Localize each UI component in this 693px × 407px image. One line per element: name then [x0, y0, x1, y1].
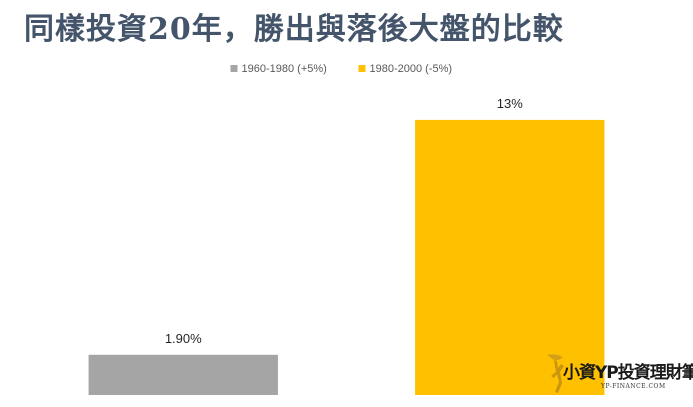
watermark-subtext: YP-FINANCE.COM [601, 383, 666, 390]
chart-title: 同樣投資20年，勝出與落後大盤的比較 [24, 12, 564, 47]
trophy-figure-icon [547, 354, 564, 393]
bar-1 [88, 354, 278, 395]
data-label-2: 13% [497, 96, 523, 111]
watermark-text: 小資YP投資理財筆記 [563, 363, 693, 383]
watermark-logo: 小資YP投資理財筆記 YP-FINANCE.COM [543, 352, 693, 402]
legend-swatch-2 [358, 65, 366, 72]
legend-label-1: 1960-1980 (+5%) [242, 63, 327, 75]
legend-swatch-1 [230, 65, 238, 72]
data-label-1: 1.90% [165, 331, 202, 346]
bar-2 [415, 119, 605, 395]
legend-label-2: 1980-2000 (-5%) [370, 63, 453, 75]
